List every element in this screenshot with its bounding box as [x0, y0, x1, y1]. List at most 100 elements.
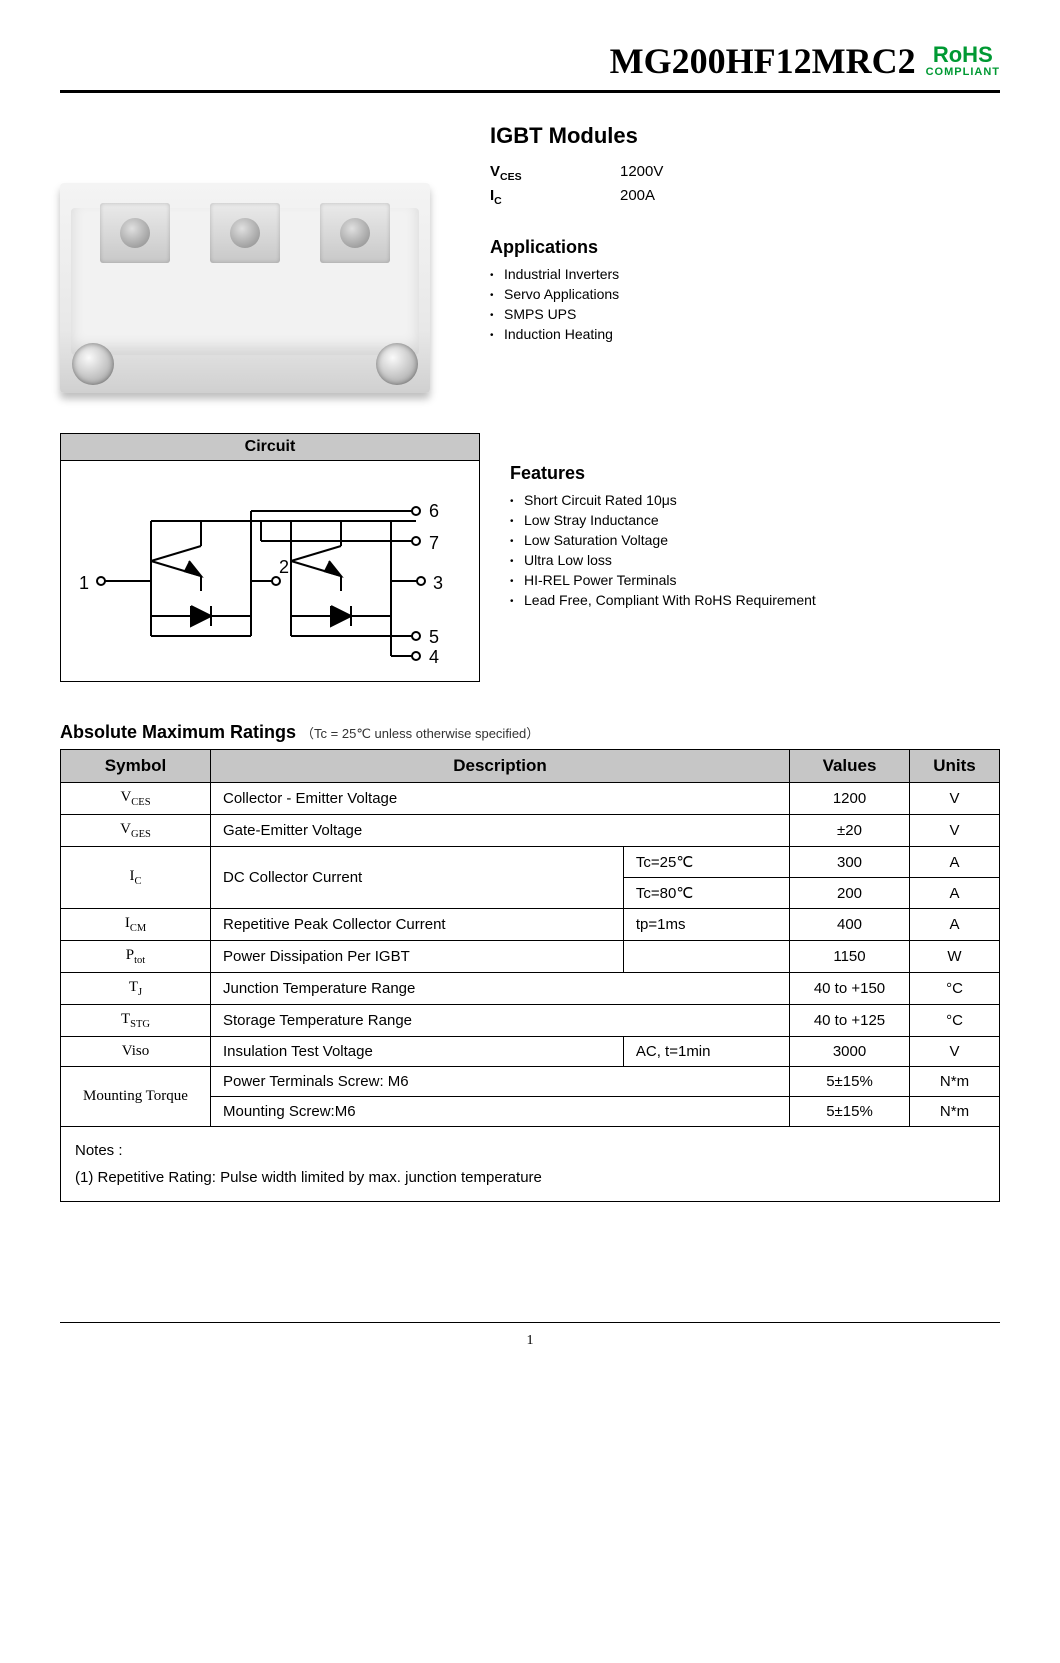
- features-item: Lead Free, Compliant With RoHS Requireme…: [510, 592, 816, 608]
- table-row: VCESCollector - Emitter Voltage1200V: [61, 783, 1000, 815]
- abs-ratings-heading-bold: Absolute Maximum Ratings: [60, 722, 296, 742]
- col-symbol: Symbol: [61, 750, 211, 783]
- features-heading: Features: [510, 463, 816, 484]
- key-rating-row: VCES 1200V: [490, 163, 1000, 183]
- abs-ratings-heading: Absolute Maximum Ratings （Tc = 25℃ unles…: [60, 722, 1000, 743]
- module-title: IGBT Modules: [490, 123, 1000, 149]
- cell-condition: Tc=25℃: [623, 847, 789, 878]
- circuit-title: Circuit: [61, 434, 479, 461]
- cell-symbol: IC: [61, 847, 211, 909]
- table-row: Mounting TorquePower Terminals Screw: M6…: [61, 1067, 1000, 1097]
- cell-symbol: Mounting Torque: [61, 1067, 211, 1127]
- table-row: VisoInsulation Test VoltageAC, t=1min300…: [61, 1037, 1000, 1067]
- cell-description: Gate-Emitter Voltage: [211, 815, 790, 847]
- cell-unit: °C: [910, 1005, 1000, 1037]
- features-column: Features Short Circuit Rated 10μs Low Str…: [510, 433, 816, 612]
- key-rating-row: IC 200A: [490, 187, 1000, 207]
- cell-symbol: VGES: [61, 815, 211, 847]
- features-item: Low Stray Inductance: [510, 512, 816, 528]
- part-number: MG200HF12MRC2: [610, 40, 916, 82]
- table-row: VGESGate-Emitter Voltage±20V: [61, 815, 1000, 847]
- rating-value: 1200V: [620, 163, 663, 183]
- applications-heading: Applications: [490, 237, 1000, 258]
- col-values: Values: [790, 750, 910, 783]
- circuit-pin-label: 4: [429, 647, 439, 667]
- page-number: 1: [60, 1333, 1000, 1349]
- table-notes-row: Notes :(1) Repetitive Rating: Pulse widt…: [61, 1127, 1000, 1202]
- applications-item: Servo Applications: [490, 286, 1000, 302]
- rohs-compliant-label: COMPLIANT: [926, 66, 1000, 78]
- cell-description: Junction Temperature Range: [211, 973, 790, 1005]
- features-item: HI-REL Power Terminals: [510, 572, 816, 588]
- cell-symbol: TJ: [61, 973, 211, 1005]
- cell-symbol: TSTG: [61, 1005, 211, 1037]
- cell-description: Power Dissipation Per IGBT: [211, 941, 624, 973]
- cell-condition: AC, t=1min: [623, 1037, 789, 1067]
- circuit-pin-label: 2: [279, 557, 289, 577]
- cell-notes: Notes :(1) Repetitive Rating: Pulse widt…: [61, 1127, 1000, 1202]
- cell-value: 40 to +150: [790, 973, 910, 1005]
- cell-unit: N*m: [910, 1067, 1000, 1097]
- rating-value: 200A: [620, 187, 655, 207]
- cell-value: 200: [790, 878, 910, 909]
- cell-description: Storage Temperature Range: [211, 1005, 790, 1037]
- product-module-image: [60, 183, 430, 393]
- cell-value: 5±15%: [790, 1097, 910, 1127]
- cell-unit: N*m: [910, 1097, 1000, 1127]
- cell-unit: V: [910, 783, 1000, 815]
- cell-value: 3000: [790, 1037, 910, 1067]
- circuit-pin-label: 3: [433, 573, 443, 593]
- table-row: ICDC Collector CurrentTc=25℃300A: [61, 847, 1000, 878]
- circuit-svg: 1234567: [61, 461, 481, 681]
- cell-condition: Tc=80℃: [623, 878, 789, 909]
- cell-value: 300: [790, 847, 910, 878]
- features-item: Short Circuit Rated 10μs: [510, 492, 816, 508]
- cell-unit: W: [910, 941, 1000, 973]
- abs-ratings-table: Symbol Description Values Units VCESColl…: [60, 749, 1000, 1202]
- rating-symbol: IC: [490, 187, 570, 207]
- cell-description: Collector - Emitter Voltage: [211, 783, 790, 815]
- cell-value: 1200: [790, 783, 910, 815]
- cell-unit: A: [910, 847, 1000, 878]
- cell-description: Repetitive Peak Collector Current: [211, 909, 624, 941]
- features-item: Ultra Low loss: [510, 552, 816, 568]
- cell-description: Power Terminals Screw: M6: [211, 1067, 790, 1097]
- cell-unit: V: [910, 815, 1000, 847]
- cell-description: Insulation Test Voltage: [211, 1037, 624, 1067]
- applications-item: Induction Heating: [490, 326, 1000, 342]
- features-list: Short Circuit Rated 10μs Low Stray Induct…: [510, 492, 816, 608]
- circuit-pin-label: 7: [429, 533, 439, 553]
- cell-value: 40 to +125: [790, 1005, 910, 1037]
- cell-unit: A: [910, 909, 1000, 941]
- col-units: Units: [910, 750, 1000, 783]
- footer-rule: [60, 1322, 1000, 1323]
- cell-condition: [623, 941, 789, 973]
- header: MG200HF12MRC2 RoHS COMPLIANT: [60, 40, 1000, 82]
- cell-value: 1150: [790, 941, 910, 973]
- circuit-diagram-box: Circuit: [60, 433, 480, 682]
- table-row: ICMRepetitive Peak Collector Currenttp=1…: [61, 909, 1000, 941]
- cell-unit: °C: [910, 973, 1000, 1005]
- cell-unit: V: [910, 1037, 1000, 1067]
- cell-symbol: VCES: [61, 783, 211, 815]
- applications-item: SMPS UPS: [490, 306, 1000, 322]
- cell-symbol: Ptot: [61, 941, 211, 973]
- table-row: TJJunction Temperature Range40 to +150°C: [61, 973, 1000, 1005]
- abs-ratings-heading-cond: （Tc = 25℃ unless otherwise specified）: [301, 726, 539, 741]
- cell-description: Mounting Screw:M6: [211, 1097, 790, 1127]
- applications-list: Industrial Inverters Servo Applications SM…: [490, 266, 1000, 342]
- circuit-pin-label: 5: [429, 627, 439, 647]
- table-row: TSTGStorage Temperature Range40 to +125°…: [61, 1005, 1000, 1037]
- header-rule: [60, 90, 1000, 93]
- mid-section: Circuit: [60, 433, 1000, 682]
- cell-condition: tp=1ms: [623, 909, 789, 941]
- cell-description: DC Collector Current: [211, 847, 624, 909]
- cell-value: 400: [790, 909, 910, 941]
- features-item: Low Saturation Voltage: [510, 532, 816, 548]
- product-image-column: [60, 113, 460, 393]
- top-section: IGBT Modules VCES 1200V IC 200A Application…: [60, 113, 1000, 393]
- rating-symbol: VCES: [490, 163, 570, 183]
- circuit-pin-label: 1: [79, 573, 89, 593]
- applications-item: Industrial Inverters: [490, 266, 1000, 282]
- cell-symbol: ICM: [61, 909, 211, 941]
